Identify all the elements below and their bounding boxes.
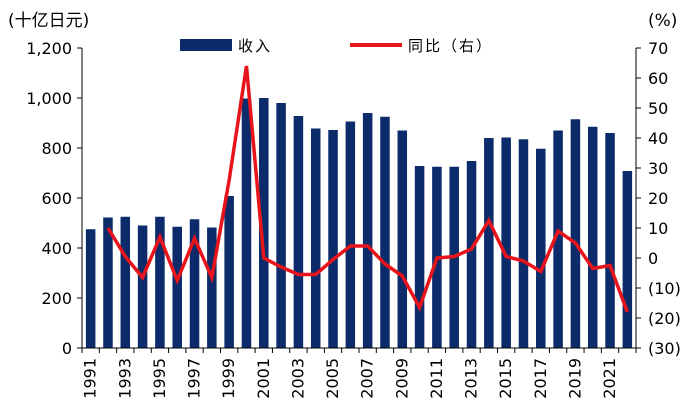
left-tick-label: 600	[41, 189, 72, 208]
bar-1991	[85, 229, 96, 348]
x-tick-label: 2001	[254, 358, 273, 399]
left-axis-unit: (十亿日元)	[8, 11, 89, 31]
bar-2022	[622, 171, 633, 348]
x-tick-label: 1999	[219, 358, 238, 399]
right-tick-label: 30	[648, 159, 668, 178]
legend-bar-swatch	[180, 39, 232, 51]
bar-2018	[553, 130, 563, 348]
right-tick-label: (30)	[648, 339, 681, 358]
left-tick-label: 0	[62, 339, 72, 358]
right-tick-label: 70	[648, 39, 668, 58]
left-tick-label: 400	[41, 239, 72, 258]
bar-2006	[345, 121, 356, 348]
x-tick-label: 1997	[185, 358, 204, 399]
left-tick-label: 1,000	[26, 89, 72, 108]
right-tick-label: 20	[648, 189, 668, 208]
left-tick-label: 200	[41, 289, 72, 308]
right-tick-label: (20)	[648, 309, 681, 328]
bar-2000	[241, 98, 252, 348]
bar-1996	[172, 226, 182, 348]
bar-2005	[328, 130, 338, 348]
bar-2010	[414, 166, 425, 348]
bar-1998	[207, 227, 217, 348]
bar-2020	[587, 126, 598, 348]
bar-2013	[466, 161, 477, 348]
x-tick-label: 2009	[392, 358, 411, 399]
bar-2019	[570, 119, 581, 348]
x-tick-label: 2003	[288, 358, 307, 399]
bar-2001	[259, 98, 269, 348]
bar-1992	[103, 217, 113, 348]
bar-2014	[484, 138, 494, 348]
bar-2008	[380, 116, 390, 348]
x-tick-label: 2017	[531, 358, 550, 399]
bar-1999	[224, 196, 234, 348]
x-tick-label: 2021	[600, 358, 619, 399]
bar-1995	[155, 216, 165, 348]
x-tick-label: 2011	[427, 358, 446, 399]
bar-series	[85, 98, 633, 348]
axes: 0 200 400 600 800 1,000 1,200 (30) (20) (10) 0 10 20…	[26, 39, 681, 399]
x-tick-label: 2015	[496, 358, 515, 399]
bar-1994	[137, 225, 148, 348]
right-tick-label: 60	[648, 69, 668, 88]
bar-2015	[501, 137, 511, 348]
bar-2016	[518, 139, 529, 348]
legend: 收入 同比（右）	[180, 37, 493, 55]
x-tick-label: 2005	[323, 358, 342, 399]
bar-2021	[605, 133, 615, 348]
bar-1997	[189, 219, 200, 348]
bar-2009	[397, 130, 408, 348]
bar-2007	[362, 113, 373, 348]
bar-2003	[293, 116, 304, 348]
right-tick-label: (10)	[648, 279, 681, 298]
right-tick-label: 50	[648, 99, 668, 118]
bar-2004	[310, 128, 321, 348]
bar-2017	[536, 148, 546, 348]
x-tick-label: 1991	[81, 358, 100, 399]
x-tick-label: 2013	[462, 358, 481, 399]
line-series	[106, 65, 629, 313]
x-tick-label: 1993	[115, 358, 134, 399]
right-tick-label: 40	[648, 129, 668, 148]
right-tick-label: 10	[648, 219, 668, 238]
bar-2002	[276, 103, 286, 348]
bar-1993	[120, 216, 131, 348]
right-tick-label: 0	[648, 249, 658, 268]
left-tick-label: 1,200	[26, 39, 72, 58]
legend-bar-label: 收入	[238, 37, 272, 55]
left-tick-label: 800	[41, 139, 72, 158]
x-tick-label: 1995	[150, 358, 169, 399]
right-axis-unit: (%)	[648, 11, 677, 31]
x-tick-label: 2007	[358, 358, 377, 399]
legend-line-label: 同比（右）	[408, 37, 493, 55]
x-tick-label: 2019	[565, 358, 584, 399]
